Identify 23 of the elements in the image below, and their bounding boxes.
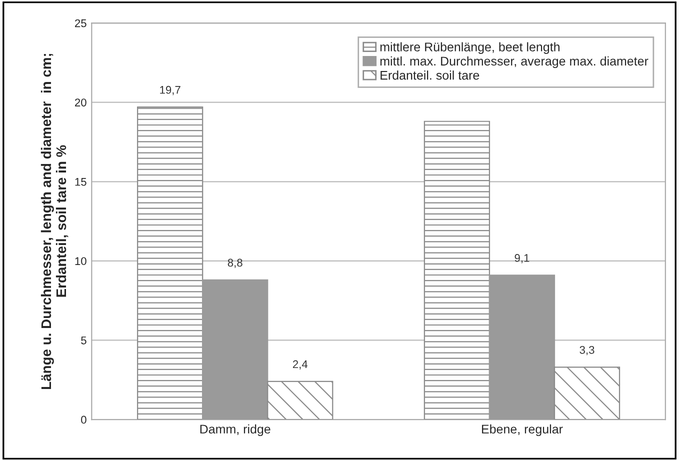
data-label: 8,8 (228, 258, 242, 268)
x-tick-label: Damm, ridge (200, 424, 270, 436)
y-axis-title: Länge u. Durchmesser, length and diameter in cm; Erdanteil, soil tare in % (40, 54, 68, 389)
bar (554, 366, 620, 420)
y-tick-label: 20 (75, 98, 86, 106)
y-tick-label: 5 (81, 336, 86, 344)
data-label: 2,4 (292, 360, 308, 370)
data-label: 19,7 (160, 86, 180, 96)
bar (488, 274, 556, 420)
bar (267, 380, 334, 420)
y-tick-label: 15 (75, 178, 86, 186)
bar (424, 120, 490, 420)
y-tick-label: 25 (75, 19, 86, 28)
y-tick-label: 10 (75, 257, 86, 266)
bar (202, 279, 268, 420)
y-tick-label: 0 (81, 416, 86, 424)
bar (137, 106, 204, 420)
data-label: 9,1 (514, 254, 530, 264)
x-tick-label: Ebene, regular (482, 424, 563, 436)
data-label: 3,3 (580, 346, 594, 356)
legend-label: mittl. max. Durchmesser, average max. diameter (380, 56, 648, 68)
legend-label: Erdanteil. soil tare (380, 70, 480, 80)
legend-label: mittlere Rübenlänge, beet length (380, 42, 560, 54)
